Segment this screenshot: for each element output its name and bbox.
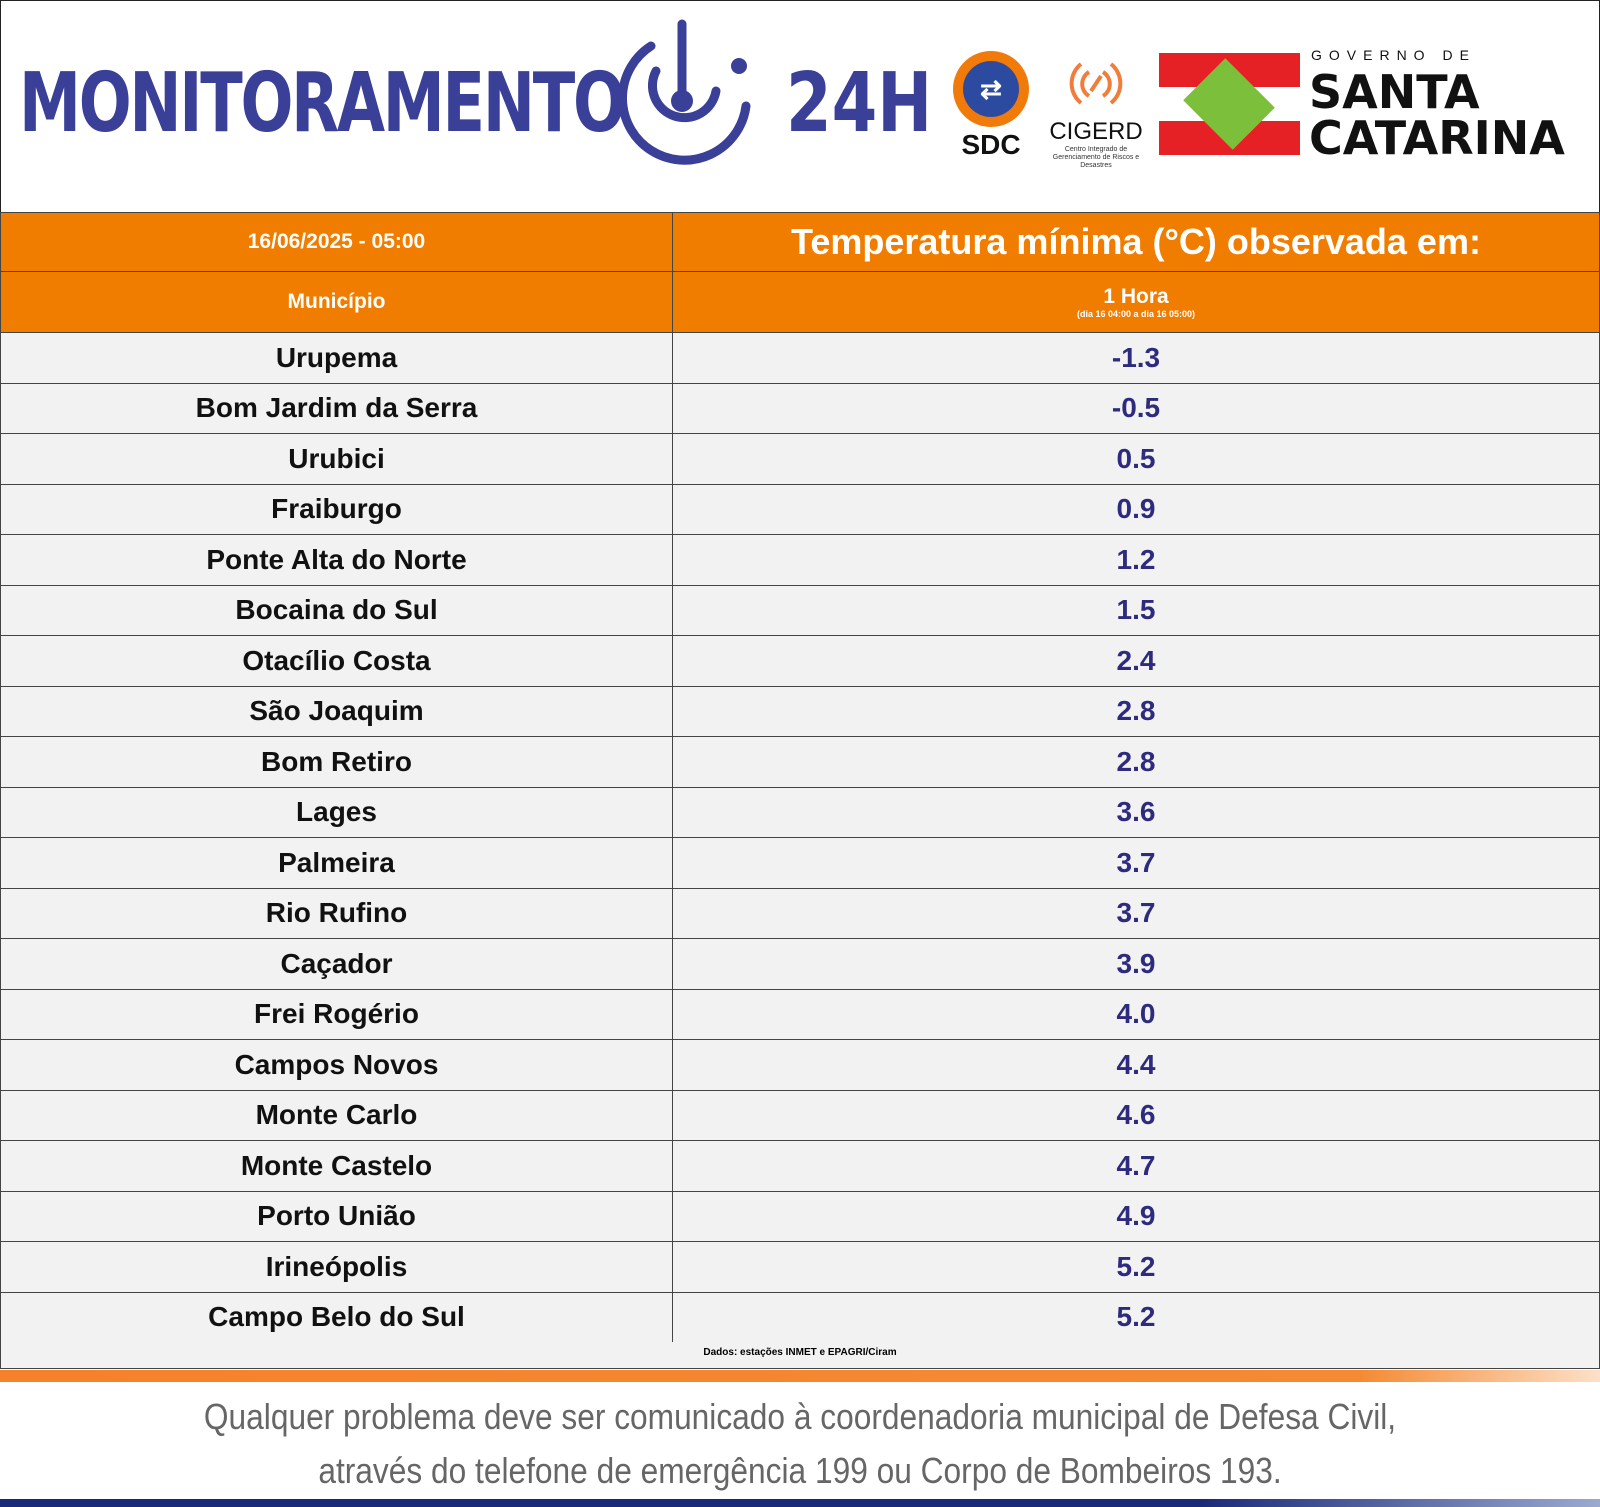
datetime-cell: 16/06/2025 - 05:00 (0, 212, 673, 272)
municipio-cell: Irineópolis (0, 1241, 673, 1293)
temperature-cell: -1.3 (672, 332, 1600, 384)
table-row: Bocaina do Sul 1.5 (0, 584, 1600, 636)
table-row: Monte Castelo 4.7 (0, 1140, 1600, 1192)
temperature-cell: 4.4 (672, 1039, 1600, 1091)
table-title: Temperatura mínima (°C) observada em: (672, 212, 1600, 272)
sdc-label: SDC (961, 129, 1021, 160)
column-header-period: 1 Hora (dia 16 04:00 a dia 16 05:00) (672, 271, 1600, 333)
temperature-cell: 3.9 (672, 938, 1600, 990)
temperature-cell: 0.9 (672, 483, 1600, 535)
table-row: Fraiburgo 0.9 (0, 483, 1600, 535)
table-row: Irineópolis 5.2 (0, 1241, 1600, 1293)
table-row: Caçador 3.9 (0, 938, 1600, 990)
temperature-cell: 2.4 (672, 635, 1600, 687)
temperature-cell: 5.2 (672, 1241, 1600, 1293)
temperature-cell: 3.6 (672, 786, 1600, 838)
municipio-cell: Otacílio Costa (0, 635, 673, 687)
temperature-table: 16/06/2025 - 05:00 Temperatura mínima (°… (0, 212, 1600, 1343)
24h-logo-text: 24H (786, 56, 933, 151)
temperature-cell: 5.2 (672, 1291, 1600, 1343)
period-label: 1 Hora (1103, 285, 1169, 308)
santa-catarina-flag-icon (1159, 53, 1300, 155)
state-name: SANTA CATARINA (1309, 69, 1565, 161)
table-row: Frei Rogério 4.0 (0, 988, 1600, 1040)
cigerd-logo: CIGERD Centro Integrado de Gerenciamento… (1041, 56, 1151, 170)
temperature-cell: 1.2 (672, 534, 1600, 586)
municipio-cell: Bom Retiro (0, 736, 673, 788)
table-row: Campos Novos 4.4 (0, 1039, 1600, 1091)
target-logo-icon (618, 19, 751, 165)
monitoramento-logo-text: MONITORAMENTO (19, 56, 626, 151)
municipio-cell: Palmeira (0, 837, 673, 889)
temperature-cell: 4.6 (672, 1089, 1600, 1141)
table-row: Porto União 4.9 (0, 1190, 1600, 1242)
governo-de-label: GOVERNO DE (1311, 47, 1476, 63)
municipio-cell: São Joaquim (0, 685, 673, 737)
municipio-cell: Ponte Alta do Norte (0, 534, 673, 586)
municipio-cell: Fraiburgo (0, 483, 673, 535)
municipio-cell: Monte Carlo (0, 1089, 673, 1141)
state-name-line-2: CATARINA (1309, 111, 1565, 165)
municipio-cell: Campo Belo do Sul (0, 1291, 673, 1343)
cigerd-subtitle: Centro Integrado de Gerenciamento de Ris… (1052, 146, 1140, 169)
municipio-cell: Bocaina do Sul (0, 584, 673, 636)
municipio-cell: Frei Rogério (0, 988, 673, 1040)
table-row: Ponte Alta do Norte 1.2 (0, 534, 1600, 586)
table-row: Lages 3.6 (0, 786, 1600, 838)
footer-notice: Qualquer problema deve ser comunicado à … (96, 1390, 1504, 1498)
period-range: (dia 16 04:00 a dia 16 05:00) (1076, 309, 1196, 319)
municipio-cell: Urupema (0, 332, 673, 384)
municipio-cell: Urubici (0, 433, 673, 485)
temperature-cell: 3.7 (672, 887, 1600, 939)
table-row: São Joaquim 2.8 (0, 685, 1600, 737)
municipio-cell: Campos Novos (0, 1039, 673, 1091)
temperature-cell: 3.7 (672, 837, 1600, 889)
blue-divider (0, 1499, 1600, 1507)
temperature-cell: 4.7 (672, 1140, 1600, 1192)
municipio-cell: Monte Castelo (0, 1140, 673, 1192)
column-header-municipio: Município (0, 271, 673, 333)
footer-line-1: Qualquer problema deve ser comunicado à … (203, 1396, 1397, 1437)
state-name-line-1: SANTA (1309, 65, 1480, 119)
sdc-emblem-icon: ⇄ (963, 61, 1019, 117)
municipio-cell: Porto União (0, 1190, 673, 1242)
orange-divider (0, 1370, 1600, 1382)
temperature-cell: 2.8 (672, 736, 1600, 788)
table-row: Bom Jardim da Serra -0.5 (0, 382, 1600, 434)
municipio-cell: Lages (0, 786, 673, 838)
municipio-cell: Caçador (0, 938, 673, 990)
cigerd-label: CIGERD (1049, 118, 1143, 145)
temperature-cell: 4.9 (672, 1190, 1600, 1242)
table-row: Rio Rufino 3.7 (0, 887, 1600, 939)
table-row: Urupema -1.3 (0, 332, 1600, 384)
temperature-cell: 4.0 (672, 988, 1600, 1040)
temperature-cell: -0.5 (672, 382, 1600, 434)
data-source-note: Dados: estações INMET e EPAGRI/Ciram (0, 1342, 1600, 1369)
municipio-cell: Bom Jardim da Serra (0, 382, 673, 434)
header-banner: MONITORAMENTO 24H ⇄ SDC CIGERD Centro In… (0, 0, 1600, 212)
table-row: Monte Carlo 4.6 (0, 1089, 1600, 1141)
temperature-cell: 2.8 (672, 685, 1600, 737)
table-row: Bom Retiro 2.8 (0, 736, 1600, 788)
municipio-cell: Rio Rufino (0, 887, 673, 939)
temperature-cell: 1.5 (672, 584, 1600, 636)
cigerd-signal-icon (1069, 62, 1123, 105)
sdc-logo: ⇄ SDC (951, 51, 1031, 161)
table-row: Urubici 0.5 (0, 433, 1600, 485)
footer-line-2: através do telefone de emergência 199 ou… (318, 1450, 1282, 1491)
table-row: Otacílio Costa 2.4 (0, 635, 1600, 687)
table-row: Campo Belo do Sul 5.2 (0, 1291, 1600, 1343)
table-row: Palmeira 3.7 (0, 837, 1600, 889)
temperature-cell: 0.5 (672, 433, 1600, 485)
